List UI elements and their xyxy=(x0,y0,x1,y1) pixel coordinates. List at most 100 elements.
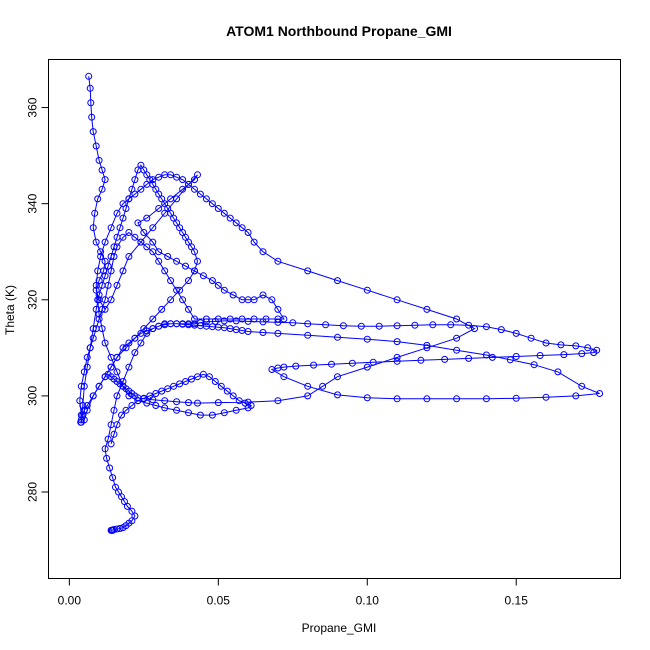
data-point xyxy=(128,402,136,409)
data-point xyxy=(238,224,246,232)
data-point xyxy=(423,341,431,349)
data-point xyxy=(131,349,139,357)
data-point xyxy=(185,399,192,407)
data-point xyxy=(182,262,189,270)
data-point xyxy=(109,526,117,534)
data-point xyxy=(110,406,118,414)
data-point xyxy=(194,373,201,381)
data-point xyxy=(119,267,127,275)
data-point xyxy=(196,190,204,198)
data-point xyxy=(259,329,267,336)
data-point xyxy=(328,360,335,368)
data-point xyxy=(465,321,473,329)
data-point xyxy=(596,390,604,397)
data-point xyxy=(232,406,240,414)
data-point xyxy=(107,440,115,448)
data-point xyxy=(334,277,341,285)
data-point xyxy=(107,253,115,260)
data-point xyxy=(393,338,401,346)
data-point xyxy=(167,296,175,304)
data-point xyxy=(560,351,568,359)
data-point xyxy=(113,392,121,400)
data-point xyxy=(429,321,437,329)
data-point xyxy=(214,399,222,407)
data-point xyxy=(185,409,192,417)
data-point xyxy=(89,224,97,232)
data-point xyxy=(101,296,109,304)
data-point xyxy=(94,195,102,203)
data-point xyxy=(155,257,163,265)
data-point xyxy=(149,325,157,333)
data-point xyxy=(92,142,100,150)
data-point xyxy=(103,454,111,462)
data-point xyxy=(118,411,125,419)
data-point xyxy=(363,394,371,402)
data-point xyxy=(89,392,97,400)
data-point xyxy=(125,363,133,371)
data-point xyxy=(554,368,562,376)
data-point xyxy=(220,409,228,417)
data-point xyxy=(94,267,102,275)
data-point xyxy=(250,315,258,323)
data-point xyxy=(185,305,192,313)
data-point xyxy=(289,319,297,327)
data-point xyxy=(98,185,106,193)
data-point xyxy=(319,382,327,390)
data-point xyxy=(110,430,118,438)
data-point xyxy=(441,355,449,363)
data-point xyxy=(91,209,99,217)
data-point xyxy=(274,257,282,265)
data-point xyxy=(536,352,544,359)
data-point xyxy=(131,233,139,241)
data-point xyxy=(143,214,151,222)
data-point xyxy=(97,248,105,256)
data-point xyxy=(482,323,490,331)
data-point xyxy=(92,305,100,313)
data-point xyxy=(191,185,198,193)
data-point xyxy=(101,339,109,347)
data-point xyxy=(191,176,198,184)
data-point xyxy=(101,176,109,184)
data-point xyxy=(167,171,175,179)
data-point xyxy=(482,395,490,403)
data-point xyxy=(447,321,455,329)
data-point xyxy=(188,375,195,383)
data-point xyxy=(107,363,115,371)
data-point xyxy=(137,185,145,193)
data-point xyxy=(393,322,401,330)
data-point xyxy=(123,502,131,510)
data-point xyxy=(205,373,213,381)
y-tick-label: 320 xyxy=(26,289,40,309)
data-point xyxy=(149,248,157,256)
data-point xyxy=(95,291,103,299)
data-point xyxy=(202,318,210,326)
data-point xyxy=(310,361,318,369)
data-point xyxy=(122,344,130,352)
x-tick-label: 0.10 xyxy=(356,594,380,608)
data-point xyxy=(334,373,341,381)
data-point xyxy=(89,325,97,333)
data-point xyxy=(119,214,127,222)
data-point xyxy=(161,397,169,405)
data-point xyxy=(155,173,163,181)
data-point xyxy=(88,113,96,121)
x-axis: 0.00 0.05 0.10 0.15 xyxy=(58,578,528,608)
data-point xyxy=(196,411,204,419)
data-point xyxy=(572,342,580,350)
data-point xyxy=(244,398,252,406)
data-point xyxy=(95,156,103,164)
data-point xyxy=(363,335,371,343)
y-tick-label: 280 xyxy=(26,482,40,502)
data-point xyxy=(453,334,461,342)
series-layer xyxy=(76,72,604,534)
data-point xyxy=(185,277,192,285)
data-point xyxy=(125,253,133,260)
data-point xyxy=(268,296,276,304)
data-point xyxy=(423,395,431,403)
data-point xyxy=(137,238,145,246)
data-point xyxy=(572,392,580,400)
data-point xyxy=(226,214,234,222)
data-point xyxy=(259,291,267,299)
data-point xyxy=(179,176,187,184)
